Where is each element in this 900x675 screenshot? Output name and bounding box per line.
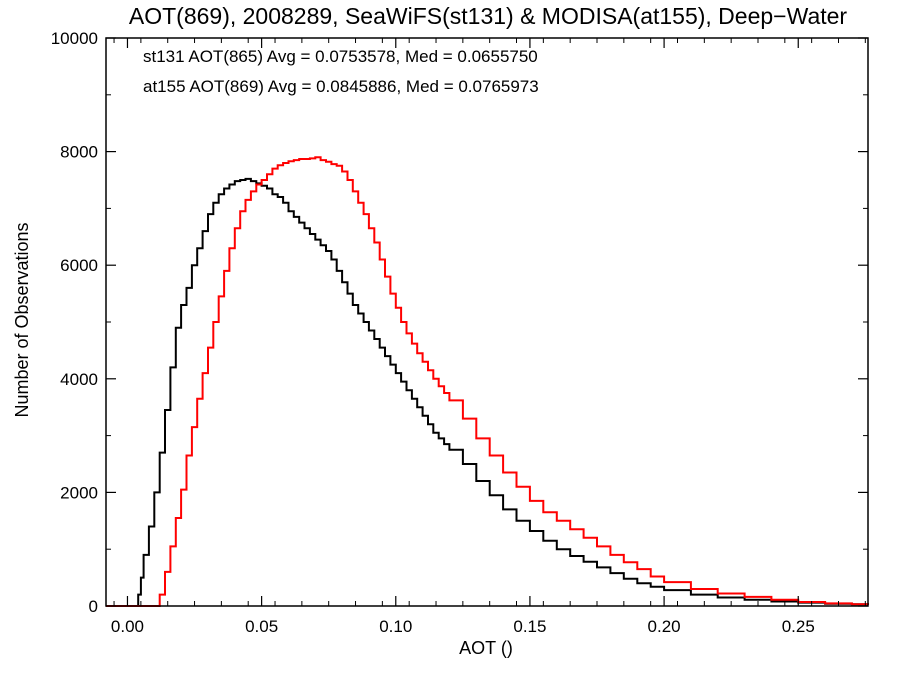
series-at155-line [106,156,869,607]
x-axis-label: AOT () [459,638,513,658]
series-layer [106,156,869,607]
chart-title: AOT(869), 2008289, SeaWiFS(st131) & MODI… [129,3,848,29]
y-tick-label: 4000 [60,370,98,389]
series-st131-line [106,177,869,607]
plot-frame [105,37,869,607]
y-tick-label: 6000 [60,256,98,275]
annotation-at155: at155 AOT(869) Avg = 0.0845886, Med = 0.… [143,77,539,96]
x-tick-label: 0.25 [782,617,815,636]
axis-layer: 0.00 0.05 0.10 0.15 0.20 0.25 0 2000 4000 6000 800… [51,29,868,636]
annotation-st131: st131 AOT(865) Avg = 0.0753578, Med = 0.… [143,47,538,66]
y-tick-label: 10000 [51,29,98,48]
y-axis-label: Number of Observations [12,222,32,417]
x-tick-label: 0.05 [245,617,278,636]
y-tick-label: 8000 [60,143,98,162]
x-tick-label: 0.15 [513,617,546,636]
x-tick-label: 0.20 [648,617,681,636]
y-tick-label: 0 [89,597,98,616]
y-tick-label: 2000 [60,483,98,502]
x-tick-label: 0.10 [379,617,412,636]
x-tick-label: 0.00 [111,617,144,636]
